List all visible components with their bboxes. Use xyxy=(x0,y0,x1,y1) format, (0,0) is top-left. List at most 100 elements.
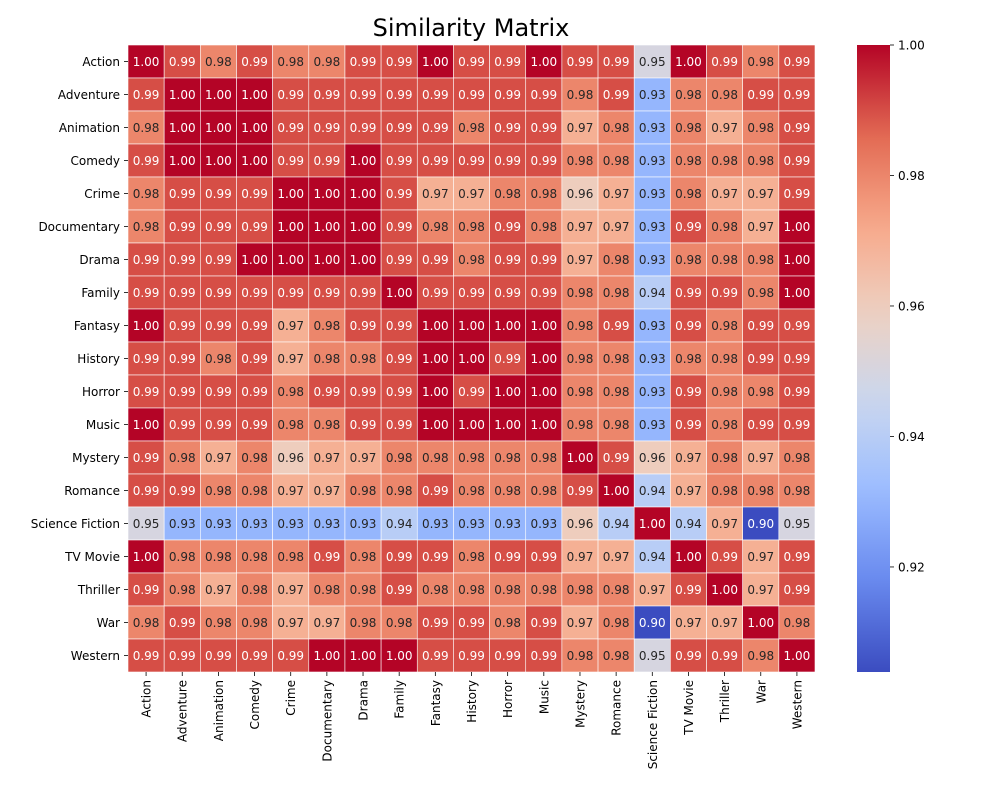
y-tick-label: Western xyxy=(71,649,120,663)
heatmap-cell xyxy=(706,110,743,145)
cell-value-label: 0.99 xyxy=(205,286,232,300)
cell-value-label: 1.00 xyxy=(675,55,702,69)
cell-value-label: 0.99 xyxy=(241,286,268,300)
heatmap-cell xyxy=(344,242,382,277)
heatmap-cell xyxy=(380,341,418,376)
cell-value-label: 0.98 xyxy=(277,418,304,432)
cell-value-label: 0.98 xyxy=(350,550,377,564)
heatmap-cell xyxy=(706,539,743,574)
heatmap-cell xyxy=(706,440,743,475)
heatmap-cell xyxy=(416,506,454,541)
heatmap-cell xyxy=(272,341,310,376)
cell-value-label: 0.98 xyxy=(675,88,702,102)
x-tick-label: Western xyxy=(790,680,804,729)
cell-value-label: 0.99 xyxy=(386,220,413,234)
heatmap-cell xyxy=(308,605,346,640)
cell-value-label: 0.98 xyxy=(494,583,521,597)
heatmap-cell xyxy=(597,44,635,79)
heatmap-cell xyxy=(380,242,418,277)
cell-value-label: 0.99 xyxy=(241,220,268,234)
cell-value-label: 0.98 xyxy=(747,121,774,135)
heatmap-cell xyxy=(163,440,201,475)
cell-value-label: 0.98 xyxy=(567,352,594,366)
cell-value-label: 0.98 xyxy=(314,583,341,597)
cell-value-label: 0.99 xyxy=(711,286,738,300)
cell-value-label: 0.95 xyxy=(133,517,160,531)
heatmap-cell xyxy=(200,77,237,112)
cell-value-label: 0.99 xyxy=(675,385,702,399)
cell-value-label: 0.99 xyxy=(494,649,521,663)
heatmap-cell xyxy=(272,638,310,673)
heatmap-cell xyxy=(416,242,454,277)
heatmap-cell xyxy=(742,77,780,112)
cell-value-label: 1.00 xyxy=(422,319,449,333)
heatmap-cell xyxy=(453,77,490,112)
heatmap-cell xyxy=(308,374,346,409)
cell-value-label: 0.99 xyxy=(350,121,377,135)
cell-value-label: 0.99 xyxy=(386,385,413,399)
cell-value-label: 0.99 xyxy=(603,451,630,465)
cell-value-label: 0.98 xyxy=(458,451,485,465)
cell-value-label: 0.98 xyxy=(205,616,232,630)
heatmap-cell xyxy=(633,209,671,244)
x-tick-label: Drama xyxy=(357,680,371,721)
cell-value-label: 0.97 xyxy=(350,451,377,465)
y-tick-label: TV Movie xyxy=(64,550,120,564)
cell-value-label: 0.99 xyxy=(386,253,413,267)
heatmap-cell xyxy=(525,275,563,310)
cell-value-label: 0.99 xyxy=(133,352,160,366)
cell-value-label: 0.99 xyxy=(169,385,196,399)
heatmap-cell xyxy=(633,110,671,145)
heatmap-cell xyxy=(670,341,707,376)
heatmap-cell xyxy=(778,506,816,541)
heatmap-cell xyxy=(561,275,599,310)
colorbar-tick-label: 1.00 xyxy=(898,39,925,53)
cell-value-label: 1.00 xyxy=(169,154,196,168)
heatmap-cell xyxy=(525,308,563,343)
heatmap-cell xyxy=(127,176,165,211)
cell-value-label: 0.99 xyxy=(314,550,341,564)
cell-value-label: 0.98 xyxy=(277,385,304,399)
heatmap-cell xyxy=(416,143,454,178)
heatmap-cell xyxy=(380,440,418,475)
cell-value-label: 0.99 xyxy=(422,286,449,300)
cell-value-label: 1.00 xyxy=(205,154,232,168)
cell-value-label: 0.99 xyxy=(169,286,196,300)
cell-value-label: 1.00 xyxy=(567,451,594,465)
cell-value-label: 0.99 xyxy=(277,286,304,300)
cell-value-label: 1.00 xyxy=(494,319,521,333)
cell-value-label: 0.99 xyxy=(494,550,521,564)
cell-value-label: 0.99 xyxy=(422,253,449,267)
cell-value-label: 0.99 xyxy=(241,187,268,201)
cell-value-label: 0.97 xyxy=(277,352,304,366)
cell-value-label: 0.99 xyxy=(133,451,160,465)
cell-value-label: 0.98 xyxy=(603,154,630,168)
heatmap-cell xyxy=(344,143,382,178)
cell-value-label: 0.98 xyxy=(205,55,232,69)
heatmap-cell xyxy=(236,572,273,607)
cell-value-label: 0.97 xyxy=(567,121,594,135)
heatmap-cell xyxy=(633,143,671,178)
cell-value-label: 0.98 xyxy=(494,451,521,465)
heatmap-cell xyxy=(706,407,743,442)
heatmap-cell xyxy=(489,572,527,607)
colorbar: 0.92 0.94 0.96 0.98 1.00 xyxy=(857,39,925,672)
heatmap-cell xyxy=(344,110,382,145)
cell-value-label: 1.00 xyxy=(530,319,557,333)
cell-value-label: 0.99 xyxy=(205,187,232,201)
cell-value-label: 0.97 xyxy=(711,616,738,630)
heatmap-cell xyxy=(344,605,382,640)
cell-value-label: 0.98 xyxy=(784,616,811,630)
heatmap-cell xyxy=(706,341,743,376)
heatmap-cell xyxy=(561,407,599,442)
heatmap-cell xyxy=(416,473,454,508)
cell-value-label: 1.00 xyxy=(458,319,485,333)
heatmap-cell xyxy=(706,77,743,112)
cell-value-label: 0.98 xyxy=(675,187,702,201)
cell-value-label: 0.98 xyxy=(458,484,485,498)
x-tick-label: Crime xyxy=(284,680,298,716)
cell-value-label: 0.99 xyxy=(133,385,160,399)
heatmap-cell xyxy=(742,176,780,211)
cell-value-label: 0.99 xyxy=(603,88,630,102)
cell-value-label: 0.98 xyxy=(494,484,521,498)
